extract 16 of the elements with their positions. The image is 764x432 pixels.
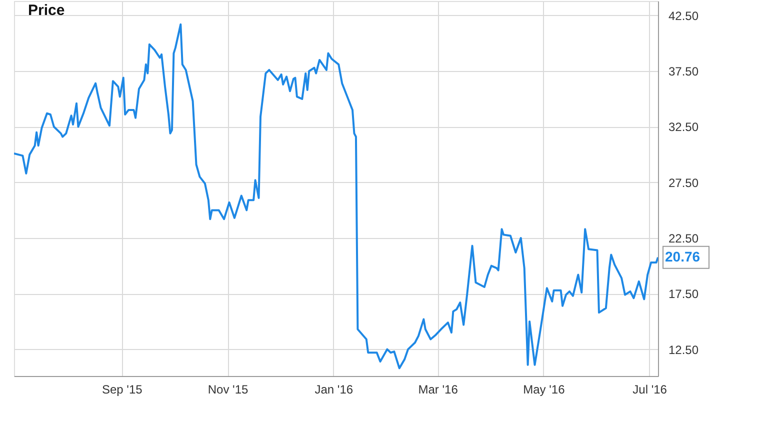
y-tick-label: 22.50 (668, 232, 699, 246)
y-tick-label: 27.50 (668, 176, 699, 190)
y-tick-label: 37.50 (668, 64, 699, 79)
x-tick-label: May '16 (523, 382, 566, 396)
chart-title: Price (28, 2, 65, 19)
x-tick-label: Jan '16 (314, 382, 354, 396)
annotation: 20.76 (665, 248, 700, 264)
x-tick-label: Jul '16 (632, 382, 668, 396)
x-tick-label: Nov '15 (208, 382, 248, 396)
y-tick-label: 32.50 (668, 120, 699, 134)
x-tick-label: Mar '16 (418, 382, 458, 396)
line-series (14, 23, 658, 370)
y-tick-label: 17.50 (668, 287, 699, 302)
x-tick-label: Sep '15 (102, 382, 143, 396)
y-tick-label: 12.50 (668, 342, 699, 357)
y-tick-label: 42.50 (668, 8, 699, 23)
